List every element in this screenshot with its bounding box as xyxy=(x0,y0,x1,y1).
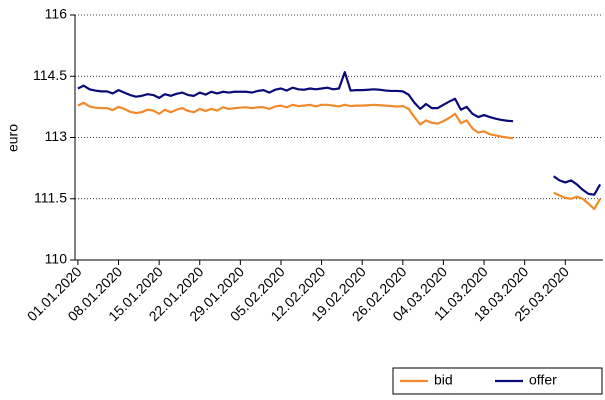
series-line xyxy=(77,101,602,211)
series-line xyxy=(77,71,602,196)
y-axis-label: euro xyxy=(5,124,21,152)
y-tick-label: 113 xyxy=(45,128,68,144)
legend-label: offer xyxy=(529,372,557,388)
legend-label: bid xyxy=(434,372,453,388)
y-tick-label: 110 xyxy=(45,251,68,267)
y-tick-label: 114.5 xyxy=(33,67,67,83)
y-tick-label: 116 xyxy=(45,6,68,22)
y-tick-label: 111.5 xyxy=(34,189,67,205)
